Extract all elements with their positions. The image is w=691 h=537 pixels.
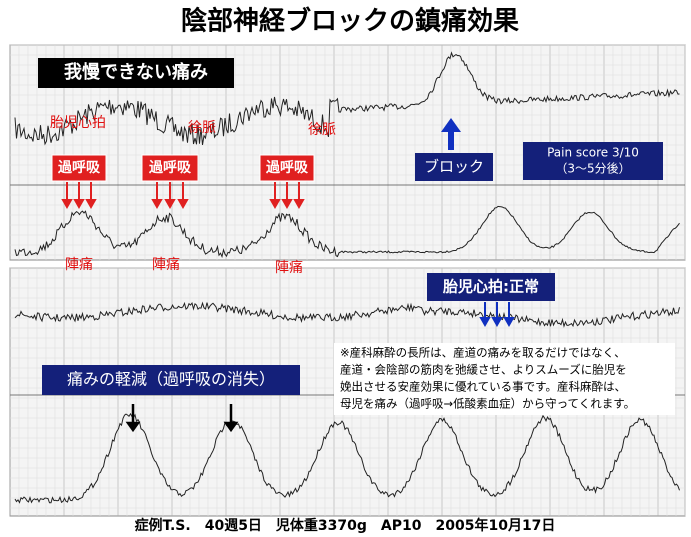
arrow-head <box>164 199 176 210</box>
arrow-head <box>441 118 461 132</box>
label-box <box>51 154 107 182</box>
arrow-head <box>73 199 85 210</box>
note-line: 産道・会陰部の筋肉を弛緩させ、よりスムーズに胎児を <box>340 363 627 377</box>
label-box <box>42 365 300 395</box>
arrow-head <box>223 421 239 433</box>
label-box <box>259 154 315 182</box>
arrow-head <box>293 199 305 210</box>
label-box <box>427 273 555 301</box>
label: 過呼吸 <box>57 159 101 176</box>
label: 過呼吸 <box>265 159 309 176</box>
label: 胎児心拍:正常 <box>443 278 539 296</box>
note-line: ※産科麻酔の長所は、産道の痛みを取るだけではなく、 <box>340 346 626 360</box>
ctg-trace <box>14 205 680 259</box>
label: Pain score 3/10 <box>547 146 639 160</box>
annotation: 徐脈 <box>188 120 216 136</box>
label-box <box>523 142 663 180</box>
slide-title: 陰部神経ブロックの鎮痛効果 <box>181 6 519 37</box>
ctg-trace <box>14 301 680 328</box>
arrow-head <box>503 317 515 328</box>
ctg-traces <box>14 51 680 504</box>
annotation: 陣痛 <box>65 256 93 273</box>
arrow-head <box>125 421 141 433</box>
footer: 症例T.S. 40週5日 児体重3370g AP10 2005年10月17日 <box>135 517 556 534</box>
arrow-head <box>85 199 97 210</box>
label-box <box>415 153 493 181</box>
annotation: 陣痛 <box>275 259 303 276</box>
label: ブロック <box>424 158 484 176</box>
label: 過呼吸 <box>148 159 192 176</box>
label: 痛みの軽減（過呼吸の消失） <box>67 370 275 389</box>
arrow-head <box>151 199 163 210</box>
label-box <box>141 154 199 182</box>
arrow-head <box>281 199 293 210</box>
annotation: 徐脈 <box>308 122 336 138</box>
arrow-head <box>479 317 491 328</box>
annotation: 胎児心拍 <box>50 115 106 131</box>
annotation: 陣痛 <box>152 256 180 273</box>
arrow-head <box>491 317 503 328</box>
label: 我慢できない痛み <box>64 61 208 83</box>
note-line: 母児を痛み（過呼吸→低酸素血症）から守ってくれます。 <box>340 397 635 411</box>
label-box <box>38 58 234 88</box>
label: （3～5分後） <box>555 162 630 176</box>
arrow-head <box>269 199 281 210</box>
note-box <box>334 343 675 415</box>
ctg-trace <box>14 51 680 146</box>
ctg-trace <box>14 412 680 504</box>
arrow-head <box>61 199 73 210</box>
note-line: 娩出させる安産効果に優れている事です。産科麻酔は、 <box>340 380 626 394</box>
arrow-head <box>177 199 189 210</box>
